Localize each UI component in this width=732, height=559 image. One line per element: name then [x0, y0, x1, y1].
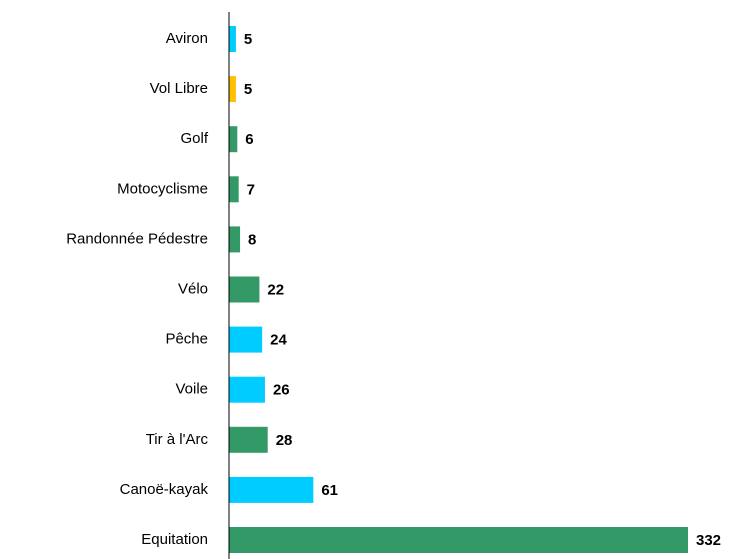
category-label: Canoë-kayak	[120, 481, 209, 498]
value-label: 22	[267, 281, 284, 298]
category-label: Golf	[180, 130, 208, 147]
category-label: Pêche	[165, 331, 208, 348]
category-label: Voile	[175, 381, 208, 398]
value-label: 7	[247, 181, 255, 198]
category-label: Aviron	[166, 30, 208, 47]
bar	[229, 426, 268, 453]
value-label: 332	[696, 532, 721, 549]
value-label: 24	[270, 332, 287, 349]
bar	[229, 76, 236, 103]
bar	[229, 326, 263, 353]
bar	[229, 26, 236, 52]
category-label: Tir à l'Arc	[146, 431, 209, 448]
bar	[229, 226, 241, 253]
category-label: Equitation	[141, 531, 208, 548]
category-label: Motocyclisme	[117, 180, 208, 197]
bar	[229, 476, 314, 503]
value-label: 5	[244, 81, 252, 98]
bar	[229, 527, 688, 553]
category-label: Vélo	[178, 280, 208, 297]
value-label: 8	[248, 231, 256, 248]
category-label: Vol Libre	[150, 80, 208, 97]
value-label: 28	[276, 432, 293, 449]
value-label: 5	[244, 31, 252, 48]
bar	[229, 176, 239, 203]
bar	[229, 126, 238, 153]
bar	[229, 376, 265, 403]
value-label: 61	[321, 482, 338, 499]
category-label: Randonnée Pédestre	[66, 230, 208, 247]
bar	[229, 276, 260, 303]
value-label: 26	[273, 382, 290, 399]
value-label: 6	[245, 131, 253, 148]
